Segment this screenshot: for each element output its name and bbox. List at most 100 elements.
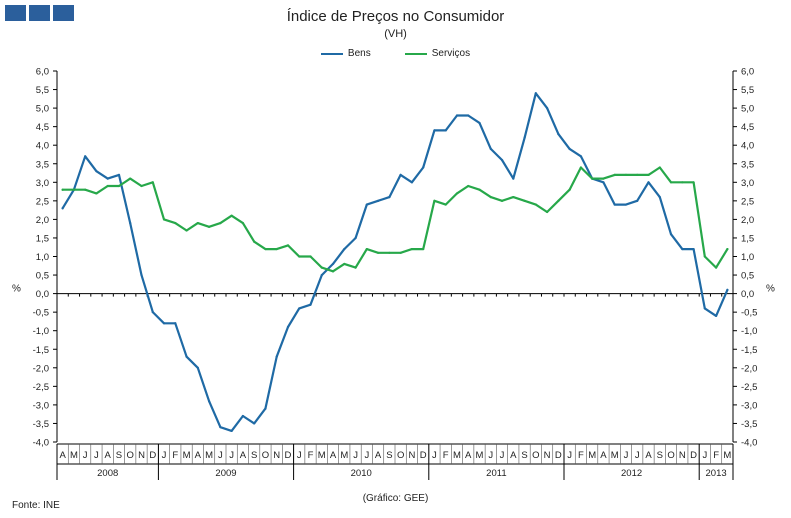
x-tick-label-month: J bbox=[353, 450, 358, 461]
data-point-bens bbox=[174, 322, 177, 325]
data-point-servicos bbox=[61, 188, 64, 191]
data-point-servicos bbox=[377, 251, 380, 254]
x-tick-label-month: O bbox=[667, 450, 674, 461]
data-point-servicos bbox=[534, 203, 537, 206]
data-point-bens bbox=[726, 288, 729, 291]
data-point-bens bbox=[140, 273, 143, 277]
data-point-bens bbox=[500, 158, 504, 162]
x-tick-label-month: J bbox=[218, 450, 223, 461]
x-tick-label-month: A bbox=[195, 450, 202, 461]
x-tick-label-month: J bbox=[432, 450, 437, 461]
data-point-bens bbox=[343, 247, 346, 251]
data-point-servicos bbox=[253, 240, 256, 243]
x-tick-label-year: 2012 bbox=[621, 468, 642, 479]
data-point-servicos bbox=[433, 199, 436, 202]
data-point-servicos bbox=[602, 177, 605, 180]
y-tick-label-right: 1,5 bbox=[741, 233, 754, 244]
x-tick-label-month: M bbox=[723, 450, 731, 461]
data-point-servicos bbox=[478, 188, 481, 191]
data-point-bens bbox=[681, 247, 684, 251]
data-point-bens bbox=[703, 307, 706, 310]
x-tick-label-month: A bbox=[330, 450, 337, 461]
gee-logo bbox=[5, 5, 74, 21]
data-point-bens bbox=[388, 196, 391, 199]
x-tick-label-month: N bbox=[273, 450, 280, 461]
chart-subtitle: (VH) bbox=[384, 28, 407, 40]
x-tick-label-month: A bbox=[59, 450, 66, 461]
x-tick-label-month: J bbox=[488, 450, 493, 461]
y-tick-label-right: -4,0 bbox=[741, 438, 757, 449]
y-axis-unit-right: % bbox=[766, 284, 775, 295]
x-tick-label-month: M bbox=[318, 450, 326, 461]
x-tick-label-month: N bbox=[679, 450, 686, 461]
data-point-bens bbox=[399, 173, 402, 176]
y-tick-label-left: 3,5 bbox=[36, 159, 49, 170]
x-tick-label-month: J bbox=[500, 450, 505, 461]
y-tick-label-right: 1,0 bbox=[741, 252, 754, 263]
x-tick-label-month: D bbox=[690, 450, 697, 461]
y-tick-label-right: 4,0 bbox=[741, 141, 754, 152]
x-tick-label-month: A bbox=[510, 450, 517, 461]
y-tick-label-left: 0,0 bbox=[36, 289, 49, 300]
y-tick-label-right: 6,0 bbox=[741, 67, 754, 78]
data-point-servicos bbox=[208, 225, 211, 228]
data-point-servicos bbox=[579, 166, 583, 169]
y-tick-label-left: 5,0 bbox=[36, 104, 49, 115]
legend-item-bens: Bens bbox=[320, 48, 371, 59]
data-point-servicos bbox=[546, 210, 549, 214]
x-tick-label-year: 2008 bbox=[97, 468, 118, 479]
x-tick-label-month: S bbox=[251, 450, 257, 461]
x-tick-label-month: A bbox=[645, 450, 652, 461]
data-point-bens bbox=[331, 262, 335, 266]
data-point-servicos bbox=[365, 247, 368, 251]
data-point-servicos bbox=[320, 266, 323, 269]
legend-swatch-bens bbox=[320, 52, 343, 55]
data-point-servicos bbox=[354, 266, 357, 269]
data-point-servicos bbox=[309, 255, 312, 258]
data-point-bens bbox=[162, 322, 166, 325]
data-point-servicos bbox=[219, 222, 222, 225]
x-tick-label-month: N bbox=[408, 450, 415, 461]
chart-title: Índice de Preços no Consumidor bbox=[286, 8, 505, 25]
data-point-bens bbox=[365, 203, 368, 206]
data-point-bens bbox=[106, 177, 109, 180]
y-tick-label-left: 4,5 bbox=[36, 122, 49, 133]
data-point-bens bbox=[298, 307, 301, 310]
x-tick-label-month: F bbox=[578, 450, 584, 461]
data-point-servicos bbox=[669, 181, 673, 184]
y-tick-label-left: 4,0 bbox=[36, 141, 49, 152]
x-tick-label-year: 2010 bbox=[351, 468, 372, 479]
data-point-servicos bbox=[726, 247, 729, 251]
data-point-servicos bbox=[613, 173, 616, 176]
legend-swatch-servicos bbox=[404, 52, 427, 55]
logo-block bbox=[29, 5, 50, 21]
data-point-bens bbox=[455, 114, 459, 117]
x-tick-label-month: D bbox=[555, 450, 562, 461]
x-tick-label-month: M bbox=[205, 450, 213, 461]
data-point-bens bbox=[692, 247, 695, 251]
x-tick-label-month: O bbox=[397, 450, 404, 461]
y-tick-label-right: 3,5 bbox=[741, 159, 754, 170]
y-tick-label-left: -1,0 bbox=[33, 326, 49, 337]
data-point-servicos bbox=[264, 247, 267, 251]
data-point-bens bbox=[84, 155, 87, 158]
x-tick-label-month: S bbox=[386, 450, 392, 461]
data-point-servicos bbox=[286, 244, 290, 247]
data-point-servicos bbox=[500, 199, 504, 202]
data-point-servicos bbox=[455, 192, 459, 195]
data-point-bens bbox=[95, 170, 98, 173]
data-point-bens bbox=[568, 147, 571, 151]
data-point-servicos bbox=[422, 247, 425, 251]
data-point-bens bbox=[715, 314, 718, 317]
x-tick-label-month: S bbox=[521, 450, 527, 461]
data-point-bens bbox=[444, 129, 447, 132]
y-tick-label-right: 5,5 bbox=[741, 85, 754, 96]
x-tick-label-month: A bbox=[240, 450, 247, 461]
x-tick-label-month: J bbox=[94, 450, 99, 461]
data-point-servicos bbox=[185, 229, 188, 232]
y-axis-unit-left: % bbox=[12, 284, 21, 295]
data-point-servicos bbox=[140, 184, 143, 188]
y-tick-label-right: 3,0 bbox=[741, 178, 754, 189]
data-point-bens bbox=[636, 199, 639, 202]
